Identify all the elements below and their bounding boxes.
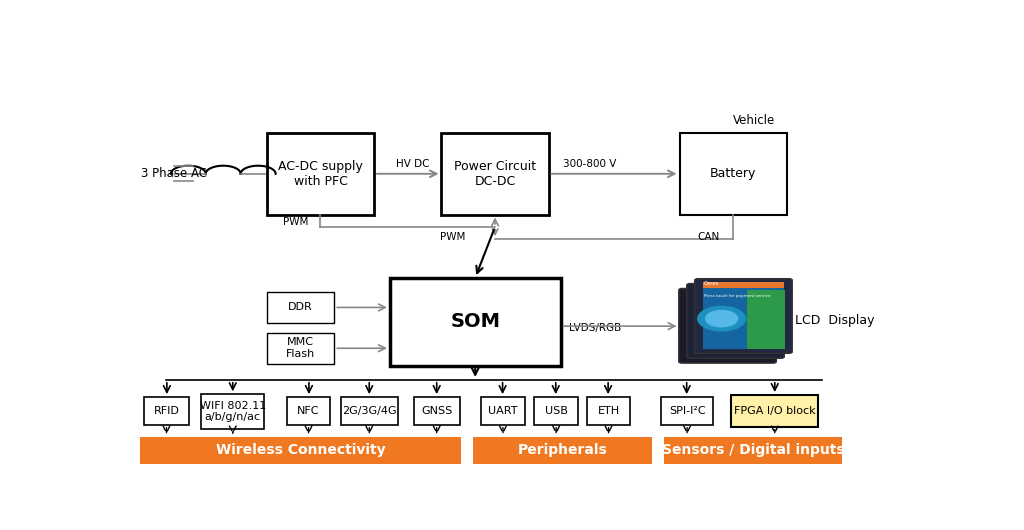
Text: HV DC: HV DC [396,158,430,169]
Text: PWM: PWM [283,217,308,226]
Text: NFC: NFC [297,406,319,416]
Text: MMC
Flash: MMC Flash [286,338,315,359]
FancyBboxPatch shape [390,278,560,366]
Text: 3 Phase AC: 3 Phase AC [141,167,208,180]
FancyBboxPatch shape [694,288,776,354]
FancyBboxPatch shape [587,397,631,425]
Text: Power Circuit
DC-DC: Power Circuit DC-DC [454,160,537,188]
FancyBboxPatch shape [687,293,768,359]
FancyBboxPatch shape [679,288,776,363]
FancyBboxPatch shape [341,397,397,425]
FancyBboxPatch shape [473,437,652,464]
FancyBboxPatch shape [731,395,818,427]
Circle shape [706,311,737,327]
FancyBboxPatch shape [687,284,784,358]
FancyBboxPatch shape [702,282,784,349]
FancyBboxPatch shape [694,279,793,354]
Text: DDR: DDR [288,303,313,313]
Text: WIFI 802.11
a/b/g/n/ac: WIFI 802.11 a/b/g/n/ac [200,401,266,422]
FancyBboxPatch shape [143,397,189,425]
Text: USB: USB [545,406,567,416]
FancyBboxPatch shape [267,292,334,323]
FancyBboxPatch shape [748,290,785,349]
FancyBboxPatch shape [287,397,331,425]
FancyBboxPatch shape [664,437,842,464]
Text: RFID: RFID [154,406,179,416]
Text: FPGA I/O block: FPGA I/O block [734,406,815,416]
FancyBboxPatch shape [267,333,334,364]
FancyBboxPatch shape [201,394,264,429]
Text: UART: UART [488,406,518,416]
FancyBboxPatch shape [481,397,524,425]
Text: PWM: PWM [440,233,465,242]
Text: LCD  Display: LCD Display [795,314,874,327]
Text: AC-DC supply
with PFC: AC-DC supply with PFC [278,160,362,188]
FancyBboxPatch shape [680,133,786,215]
Text: Vehicle: Vehicle [733,114,775,127]
FancyBboxPatch shape [662,397,713,425]
Text: Press touch for payment service: Press touch for payment service [705,294,770,298]
FancyBboxPatch shape [140,437,462,464]
Text: GNSS: GNSS [421,406,453,416]
Text: ETH: ETH [597,406,620,416]
Text: 2G/3G/4G: 2G/3G/4G [342,406,396,416]
Text: LVDS/RGB: LVDS/RGB [569,323,622,333]
Text: SPI-I²C: SPI-I²C [669,406,706,416]
Text: SOM: SOM [451,312,500,331]
Text: Battery: Battery [710,167,757,180]
FancyBboxPatch shape [702,282,784,288]
Text: Sensors / Digital inputs: Sensors / Digital inputs [662,443,844,457]
Text: 300-800 V: 300-800 V [563,158,616,169]
FancyBboxPatch shape [535,397,578,425]
Text: Peripherals: Peripherals [517,443,607,457]
FancyBboxPatch shape [414,397,460,425]
Text: CAN: CAN [697,233,720,242]
Text: Ceres: Ceres [705,281,720,287]
FancyBboxPatch shape [267,133,374,215]
FancyBboxPatch shape [441,133,549,215]
Text: Wireless Connectivity: Wireless Connectivity [216,443,385,457]
Circle shape [697,306,745,331]
